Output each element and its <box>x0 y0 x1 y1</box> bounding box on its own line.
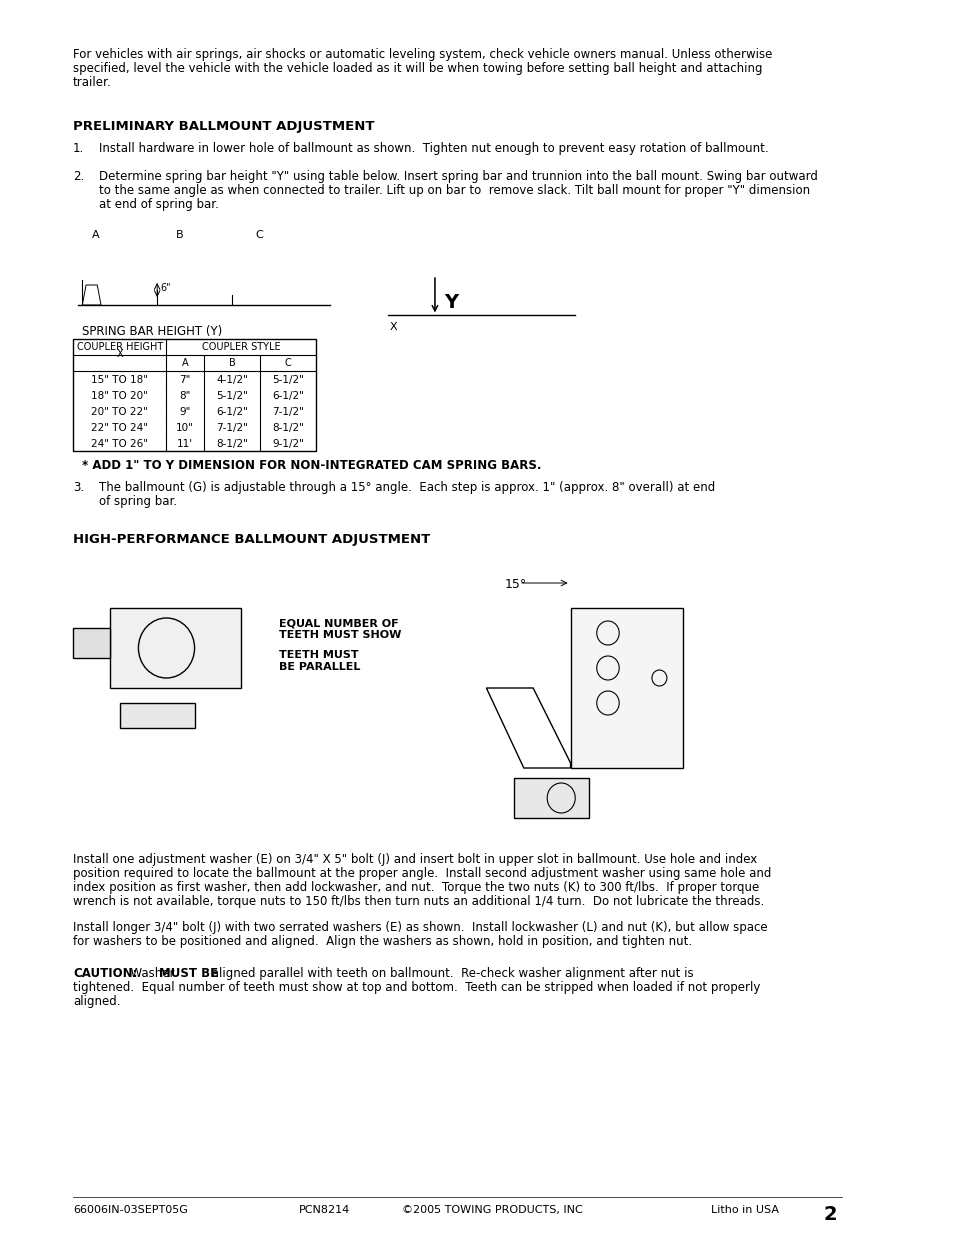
Text: 2: 2 <box>822 1205 836 1224</box>
Bar <box>119 703 194 727</box>
Text: SPRING BAR HEIGHT (Y): SPRING BAR HEIGHT (Y) <box>82 325 222 338</box>
Text: 3.: 3. <box>72 480 84 494</box>
Text: 8": 8" <box>179 391 191 401</box>
Text: TEETH MUST
BE PARALLEL: TEETH MUST BE PARALLEL <box>278 650 359 672</box>
Text: 66006IN-03SEPT05G: 66006IN-03SEPT05G <box>72 1205 188 1215</box>
Text: 8-1/2": 8-1/2" <box>272 424 304 433</box>
Text: at end of spring bar.: at end of spring bar. <box>99 198 219 211</box>
Text: The ballmount (G) is adjustable through a 15° angle.  Each step is approx. 1" (a: The ballmount (G) is adjustable through … <box>99 480 715 494</box>
Text: C: C <box>284 358 292 368</box>
Text: for washers to be positioned and aligned.  Align the washers as shown, hold in p: for washers to be positioned and aligned… <box>72 935 691 948</box>
Text: 10": 10" <box>176 424 193 433</box>
Text: COUPLER HEIGHT: COUPLER HEIGHT <box>76 342 163 352</box>
Text: specified, level the vehicle with the vehicle loaded as it will be when towing b: specified, level the vehicle with the ve… <box>72 62 761 75</box>
Bar <box>72 629 111 658</box>
Text: tightened.  Equal number of teeth must show at top and bottom.  Teeth can be str: tightened. Equal number of teeth must sh… <box>72 981 760 994</box>
Text: B: B <box>229 358 235 368</box>
Text: 7-1/2": 7-1/2" <box>215 424 248 433</box>
Text: EQUAL NUMBER OF
TEETH MUST SHOW: EQUAL NUMBER OF TEETH MUST SHOW <box>278 618 400 640</box>
Text: index position as first washer, then add lockwasher, and nut.  Torque the two nu: index position as first washer, then add… <box>72 881 759 894</box>
Bar <box>570 608 682 768</box>
Text: Install hardware in lower hole of ballmount as shown.  Tighten nut enough to pre: Install hardware in lower hole of ballmo… <box>99 142 768 156</box>
Text: 5-1/2": 5-1/2" <box>272 375 304 385</box>
Text: C: C <box>255 230 263 240</box>
Text: ©2005 TOWING PRODUCTS, INC: ©2005 TOWING PRODUCTS, INC <box>402 1205 582 1215</box>
Text: Install longer 3/4" bolt (J) with two serrated washers (E) as shown.  Install lo: Install longer 3/4" bolt (J) with two se… <box>72 921 767 934</box>
Text: B: B <box>175 230 183 240</box>
Text: PRELIMINARY BALLMOUNT ADJUSTMENT: PRELIMINARY BALLMOUNT ADJUSTMENT <box>72 120 375 133</box>
Text: 1.: 1. <box>72 142 84 156</box>
Text: 6-1/2": 6-1/2" <box>215 408 248 417</box>
Text: 22" TO 24": 22" TO 24" <box>91 424 148 433</box>
Text: X: X <box>390 322 397 332</box>
Text: HIGH-PERFORMANCE BALLMOUNT ADJUSTMENT: HIGH-PERFORMANCE BALLMOUNT ADJUSTMENT <box>72 534 430 546</box>
Text: 15°: 15° <box>504 578 527 592</box>
Text: A: A <box>91 230 99 240</box>
Text: Determine spring bar height "Y" using table below. Insert spring bar and trunnio: Determine spring bar height "Y" using ta… <box>99 170 817 183</box>
Text: 15" TO 18": 15" TO 18" <box>91 375 148 385</box>
Text: CAUTION:: CAUTION: <box>72 967 137 981</box>
Text: Install one adjustment washer (E) on 3/4" X 5" bolt (J) and insert bolt in upper: Install one adjustment washer (E) on 3/4… <box>72 853 757 866</box>
Text: COUPLER STYLE: COUPLER STYLE <box>202 342 280 352</box>
Text: aligned.: aligned. <box>72 995 120 1008</box>
Text: MUST BE: MUST BE <box>159 967 218 981</box>
Bar <box>111 608 241 688</box>
Text: 5-1/2": 5-1/2" <box>215 391 248 401</box>
Text: 4-1/2": 4-1/2" <box>215 375 248 385</box>
Text: 24" TO 26": 24" TO 26" <box>91 438 148 450</box>
Text: PCN8214: PCN8214 <box>299 1205 350 1215</box>
Text: Y: Y <box>444 293 458 312</box>
Text: aligned parallel with teeth on ballmount.  Re-check washer alignment after nut i: aligned parallel with teeth on ballmount… <box>208 967 693 981</box>
Text: 7": 7" <box>179 375 191 385</box>
Text: For vehicles with air springs, air shocks or automatic leveling system, check ve: For vehicles with air springs, air shock… <box>72 48 772 61</box>
Text: 6-1/2": 6-1/2" <box>272 391 304 401</box>
Text: 9": 9" <box>179 408 191 417</box>
Text: 6": 6" <box>160 283 171 293</box>
Text: to the same angle as when connected to trailer. Lift up on bar to  remove slack.: to the same angle as when connected to t… <box>99 184 809 198</box>
Text: Washer: Washer <box>123 967 178 981</box>
Text: A: A <box>182 358 189 368</box>
Text: 2.: 2. <box>72 170 84 183</box>
Bar <box>72 338 315 451</box>
Text: trailer.: trailer. <box>72 77 112 89</box>
Text: X: X <box>116 350 123 359</box>
Text: * ADD 1" TO Y DIMENSION FOR NON-INTEGRATED CAM SPRING BARS.: * ADD 1" TO Y DIMENSION FOR NON-INTEGRAT… <box>82 459 541 472</box>
Text: of spring bar.: of spring bar. <box>99 495 177 508</box>
Text: 7-1/2": 7-1/2" <box>272 408 304 417</box>
Text: 20" TO 22": 20" TO 22" <box>91 408 148 417</box>
Bar <box>514 778 589 818</box>
Text: position required to locate the ballmount at the proper angle.  Install second a: position required to locate the ballmoun… <box>72 867 771 881</box>
Text: wrench is not available, torque nuts to 150 ft/lbs then turn nuts an additional : wrench is not available, torque nuts to … <box>72 895 763 908</box>
Text: Litho in USA: Litho in USA <box>710 1205 778 1215</box>
Text: 9-1/2": 9-1/2" <box>272 438 304 450</box>
Text: 11': 11' <box>177 438 193 450</box>
Text: 18" TO 20": 18" TO 20" <box>91 391 148 401</box>
Text: 8-1/2": 8-1/2" <box>215 438 248 450</box>
